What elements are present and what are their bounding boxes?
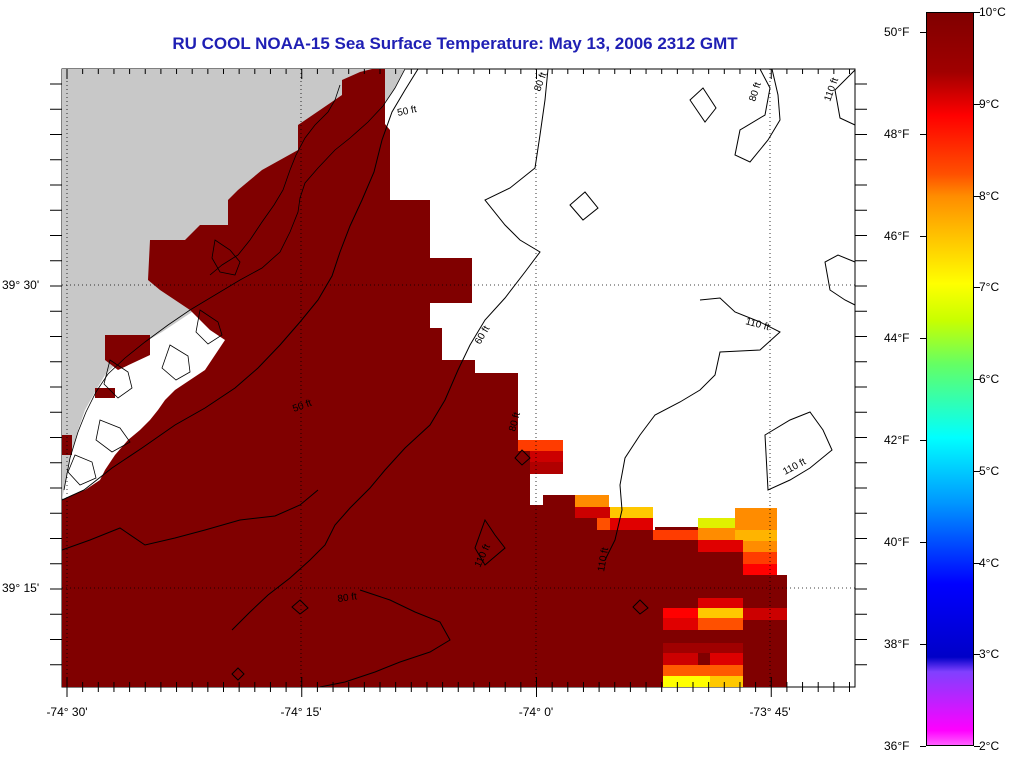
graticule — [62, 69, 855, 687]
contour-label: 110 ft — [596, 546, 611, 572]
sst-region — [105, 335, 150, 370]
sst-region — [62, 69, 787, 687]
colorbar-celsius-label: 6°C — [979, 372, 1000, 386]
colorbar-fahrenheit-label: 50°F — [884, 25, 910, 39]
colorbar-celsius-label: 10°C — [979, 5, 1006, 19]
x-axis-label: -73° 45' — [749, 705, 790, 719]
contour-label: 50 ft — [396, 104, 418, 119]
sst-cell — [663, 643, 743, 653]
colorbar-fahrenheit-label: 40°F — [884, 535, 910, 549]
sst-cell — [530, 462, 563, 474]
sst-cell — [530, 451, 563, 462]
sst-cell — [710, 653, 743, 665]
sst-cell — [735, 508, 777, 530]
x-axis-label: -74° 15' — [280, 705, 321, 719]
sst-cell — [663, 676, 743, 687]
sst-cell — [698, 528, 735, 540]
sst-cell — [663, 665, 743, 676]
sst-cells — [62, 69, 787, 687]
x-axis-label: -74° 30' — [46, 705, 87, 719]
colorbar-celsius-label: 9°C — [979, 96, 1000, 111]
colorbar-celsius-label: 3°C — [979, 647, 1000, 662]
map-title: RU COOL NOAA-15 Sea Surface Temperature:… — [172, 34, 738, 53]
colorbar-fahrenheit-label: 44°F — [884, 331, 910, 345]
contour-label: 80 ft — [337, 591, 358, 605]
colorbar-tick — [974, 562, 980, 564]
colorbar-celsius-label: 7°C — [979, 280, 1000, 295]
colorbar-fahrenheit-label: 42°F — [884, 433, 910, 447]
y-axis-label: 39° 15' — [2, 581, 39, 595]
colorbar-tick — [920, 644, 926, 645]
sst-cell — [743, 541, 777, 552]
sst-cell — [743, 552, 777, 564]
sst-cell — [698, 608, 743, 618]
colorbar-tick — [974, 12, 980, 13]
sst-cell — [663, 608, 698, 618]
colorbar-tick — [920, 32, 926, 33]
colorbar-fahrenheit-label: 38°F — [884, 637, 910, 651]
sst-cell — [743, 608, 787, 620]
colorbar-tick — [920, 338, 926, 339]
sst-cell — [575, 507, 610, 518]
sst-cell — [698, 540, 743, 552]
colorbar-tick — [974, 746, 980, 747]
colorbar-fahrenheit-label: 48°F — [884, 127, 910, 141]
sst-cell — [663, 618, 698, 630]
coastline — [63, 68, 406, 491]
x-axis-label: -74° 0' — [519, 705, 553, 719]
colorbar-tick — [974, 470, 980, 472]
colorbar-fahrenheit-label: 36°F — [884, 739, 910, 753]
colorbar-tick — [974, 195, 980, 197]
y-axis-label: 39° 30' — [2, 278, 39, 292]
sst-cell — [610, 518, 653, 530]
sst-cell — [663, 653, 698, 665]
axis-ticks — [50, 69, 867, 697]
sst-cell — [698, 618, 743, 630]
contour-label: 80 ft — [507, 411, 523, 433]
sst-cell — [698, 598, 743, 608]
sst-cell — [710, 676, 743, 687]
colorbar-celsius-label: 8°C — [979, 188, 1000, 203]
colorbar-tick — [920, 746, 926, 747]
sst-cell — [575, 495, 609, 507]
sst-cell — [610, 507, 653, 518]
colorbar-celsius-label: 5°C — [979, 463, 1000, 478]
colorbar-tick — [974, 103, 980, 105]
colorbar-fahrenheit-label: 46°F — [884, 229, 910, 243]
colorbar-tick — [920, 236, 926, 237]
colorbar-tick — [974, 654, 980, 656]
colorbar-tick — [920, 542, 926, 543]
sst-cell — [698, 518, 735, 528]
sst-cell — [518, 440, 563, 451]
colorbar-tick — [920, 440, 926, 441]
depth-contours — [61, 68, 856, 688]
colorbar-celsius-label: 2°C — [979, 739, 1000, 753]
colorbar-tick — [974, 287, 980, 289]
sst-cell — [743, 564, 777, 575]
sst-cell — [735, 530, 777, 541]
colorbar-tick — [920, 134, 926, 135]
temperature-colorbar — [926, 12, 974, 746]
colorbar-celsius-label: 4°C — [979, 555, 1000, 570]
sst-cell — [653, 530, 698, 540]
colorbar-tick — [974, 379, 980, 380]
